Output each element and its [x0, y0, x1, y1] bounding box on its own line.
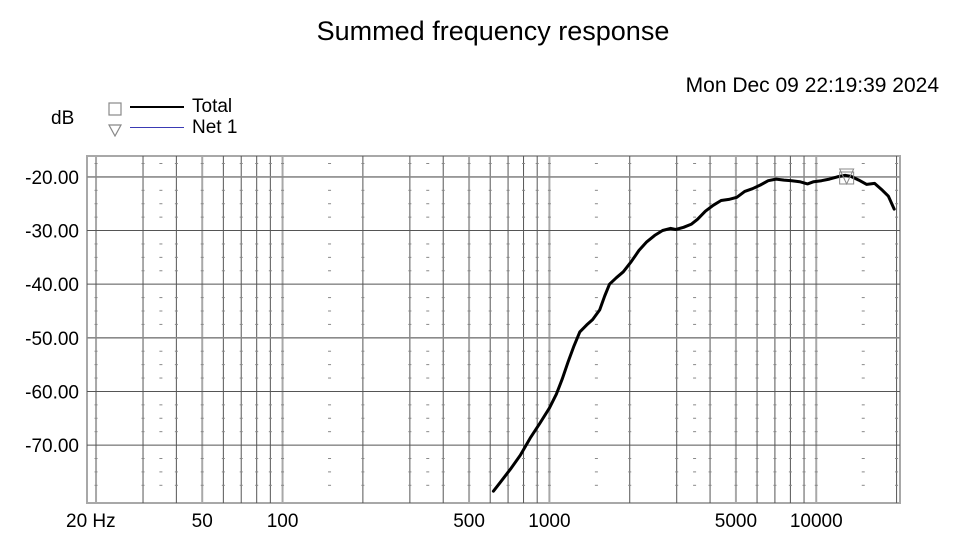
- triangle-down-marker-icon: [838, 168, 855, 186]
- x-tick-label: 50: [192, 511, 213, 532]
- y-tick-label: -20.00: [25, 168, 79, 189]
- y-tick-label: -60.00: [25, 382, 79, 403]
- legend-line-total: [130, 105, 184, 108]
- x-tick-label: 10000: [790, 511, 843, 532]
- y-axis-unit-label: dB: [51, 108, 75, 129]
- x-tick-label: 500: [453, 511, 485, 532]
- plot-frame: [86, 155, 901, 504]
- y-tick-label: -70.00: [25, 436, 79, 457]
- timestamp: Mon Dec 09 22:19:39 2024: [685, 74, 939, 97]
- x-tick-label: 20 Hz: [66, 511, 116, 532]
- chart-title: Summed frequency response: [316, 16, 670, 46]
- square-marker-icon: [108, 100, 122, 116]
- x-tick-label: 1000: [528, 511, 570, 532]
- legend: Total Net 1: [107, 96, 238, 138]
- x-tick-label: 5000: [715, 511, 757, 532]
- legend-label: Total: [192, 95, 233, 117]
- legend-item-total: Total: [108, 96, 237, 117]
- x-tick-label: 100: [267, 511, 299, 532]
- y-tick-label: -50.00: [25, 329, 79, 350]
- legend-label: Net 1: [192, 116, 238, 138]
- legend-line-net1: [130, 127, 184, 128]
- y-tick-label: -40.00: [25, 275, 79, 296]
- triangle-down-marker-icon: [107, 121, 123, 137]
- series-line-total: [491, 173, 896, 493]
- y-tick-label: -30.00: [25, 222, 79, 243]
- legend-item-net1: Net 1: [107, 116, 238, 138]
